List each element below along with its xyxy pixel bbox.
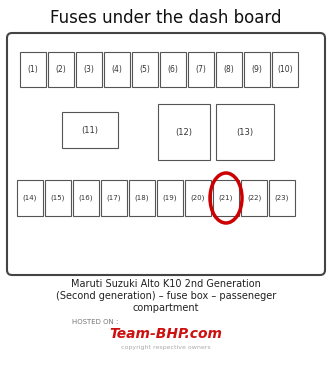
Text: Team-BHP.com: Team-BHP.com [110, 327, 222, 341]
Text: (11): (11) [81, 126, 99, 134]
FancyBboxPatch shape [7, 33, 325, 275]
Text: (5): (5) [139, 65, 150, 74]
Text: (3): (3) [84, 65, 94, 74]
Text: (13): (13) [236, 127, 254, 137]
Bar [129, 180, 155, 216]
Bar [157, 180, 183, 216]
Text: (19): (19) [163, 195, 177, 201]
Text: (4): (4) [112, 65, 123, 74]
Text: (18): (18) [135, 195, 149, 201]
Bar [158, 104, 210, 160]
Text: (20): (20) [191, 195, 205, 201]
Text: Maruti Suzuki Alto K10 2nd Generation: Maruti Suzuki Alto K10 2nd Generation [71, 279, 261, 289]
Bar [20, 52, 46, 87]
Bar [244, 52, 270, 87]
Bar [76, 52, 102, 87]
Bar [132, 52, 158, 87]
Text: (9): (9) [252, 65, 262, 74]
Bar [101, 180, 127, 216]
Text: (10): (10) [277, 65, 293, 74]
Text: (8): (8) [224, 65, 234, 74]
Text: Fuses under the dash board: Fuses under the dash board [50, 9, 282, 27]
Text: (15): (15) [51, 195, 65, 201]
Bar [213, 180, 239, 216]
Bar [160, 52, 186, 87]
Bar [48, 52, 74, 87]
Text: (14): (14) [23, 195, 37, 201]
Bar [185, 180, 211, 216]
Text: (12): (12) [176, 127, 193, 137]
Text: (21): (21) [219, 195, 233, 201]
Bar [241, 180, 267, 216]
Text: (6): (6) [168, 65, 178, 74]
Text: copyright respective owners: copyright respective owners [121, 346, 211, 351]
Bar [216, 104, 274, 160]
Text: (Second generation) – fuse box – passeneger: (Second generation) – fuse box – passene… [56, 291, 276, 301]
Text: (7): (7) [196, 65, 207, 74]
Text: (2): (2) [56, 65, 66, 74]
Bar [62, 112, 118, 148]
Text: compartment: compartment [133, 303, 199, 313]
Bar [17, 180, 43, 216]
Text: HOSTED ON :: HOSTED ON : [72, 319, 119, 325]
Bar [188, 52, 214, 87]
Text: (1): (1) [28, 65, 39, 74]
Bar [73, 180, 99, 216]
Bar [45, 180, 71, 216]
Bar [272, 52, 298, 87]
Text: (16): (16) [79, 195, 93, 201]
Bar [269, 180, 295, 216]
Bar [216, 52, 242, 87]
Text: (23): (23) [275, 195, 289, 201]
Bar [104, 52, 130, 87]
Text: (22): (22) [247, 195, 261, 201]
Text: (17): (17) [107, 195, 121, 201]
